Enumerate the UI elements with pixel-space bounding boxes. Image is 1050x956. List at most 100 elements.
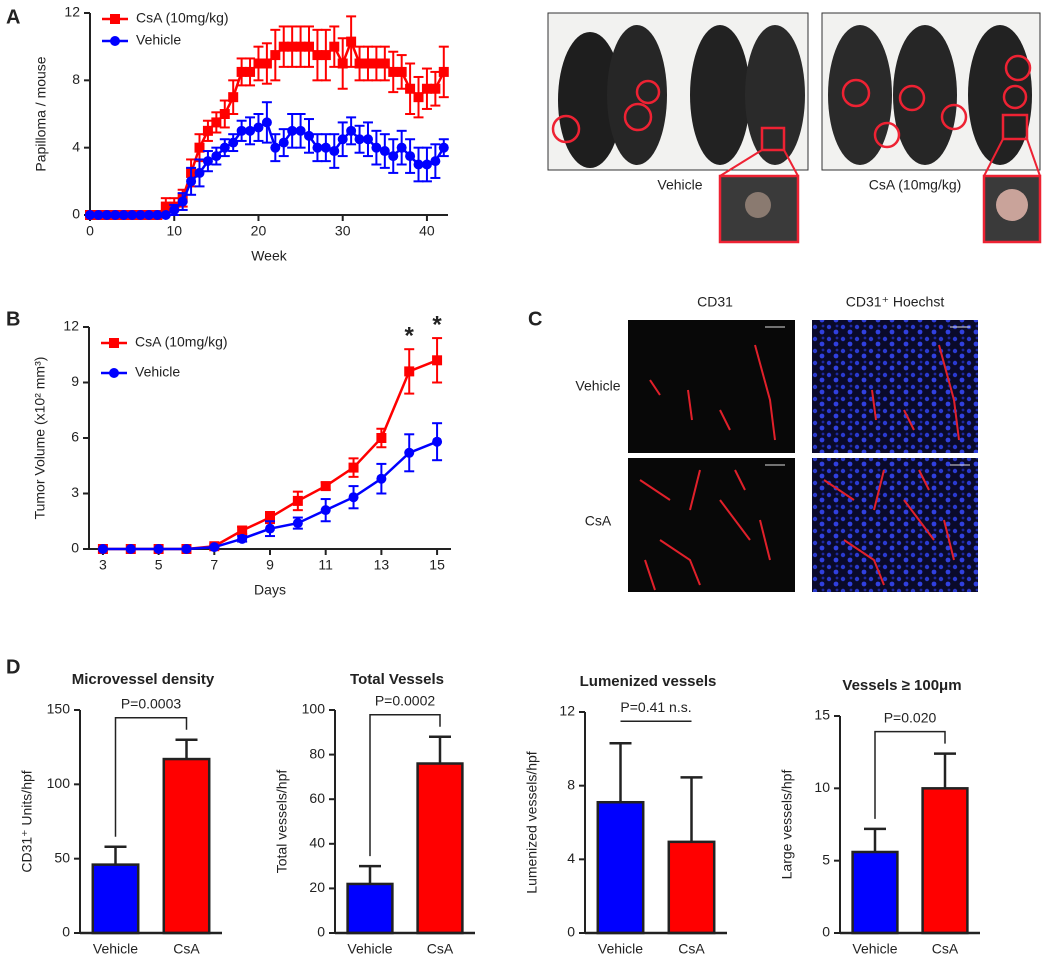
marker [236, 66, 247, 77]
marker [320, 505, 331, 516]
marker [346, 36, 357, 47]
y-tick-label: 0 [71, 540, 79, 556]
x-tick-label: 20 [251, 223, 267, 239]
marker [228, 92, 239, 103]
marker [404, 366, 415, 377]
marker [371, 142, 382, 153]
marker [379, 58, 390, 69]
marker [396, 142, 407, 153]
x-axis-label: Week [251, 248, 288, 264]
chart-title: Vessels ≥ 100μm [842, 677, 961, 694]
x-tick-label: 0 [86, 223, 94, 239]
panel-label: C [528, 308, 542, 330]
marker [413, 159, 424, 170]
legend-marker [109, 338, 119, 348]
marker [354, 134, 365, 145]
p-value: P=0.0003 [121, 695, 182, 711]
marker [430, 83, 441, 94]
significance-bracket [369, 714, 441, 857]
marker [110, 210, 121, 220]
marker [337, 58, 348, 69]
y-tick-label: 100 [47, 775, 71, 791]
photo-vehicle [547, 12, 809, 244]
marker [127, 210, 138, 220]
marker [388, 66, 399, 77]
marker [413, 92, 424, 103]
x-tick-label: CsA [678, 941, 705, 956]
panel-label: D [6, 656, 20, 678]
marker [292, 495, 303, 506]
marker [194, 142, 205, 153]
marker [237, 533, 248, 544]
x-tick-label: CsA [427, 941, 454, 956]
y-tick-label: 40 [309, 835, 325, 851]
panel-label: A [6, 6, 20, 28]
x-tick-label: Vehicle [852, 941, 897, 956]
x-tick-label: Vehicle [93, 941, 138, 956]
marker [376, 433, 387, 443]
y-axis-label: Papilloma / mouse [33, 56, 49, 171]
error-bar [864, 827, 886, 852]
y-tick-label: 3 [71, 484, 79, 500]
y-tick-label: 20 [309, 879, 325, 895]
y-tick-label: 12 [63, 318, 79, 334]
marker [438, 66, 449, 77]
marker [312, 50, 323, 61]
marker [278, 41, 289, 52]
error-bar [934, 752, 956, 789]
x-tick-label: Vehicle [598, 941, 643, 956]
marker [85, 210, 95, 220]
marker [237, 525, 248, 536]
marker [287, 125, 298, 136]
marker [320, 142, 331, 153]
marker [438, 142, 449, 153]
legend-label: CsA (10mg/kg) [135, 334, 228, 350]
y-tick-label: 0 [822, 924, 830, 940]
marker [211, 151, 222, 162]
bar [851, 850, 899, 935]
marker [329, 146, 340, 157]
marker [371, 58, 382, 69]
x-tick-label: 11 [318, 557, 333, 573]
marker [304, 130, 315, 141]
y-tick-label: 12 [559, 703, 575, 719]
bar [91, 863, 140, 935]
y-axis-label: Tumor Volume (x10² mm³) [32, 357, 48, 520]
marker [354, 58, 365, 69]
x-tick-label: 10 [166, 223, 182, 239]
photo-label: Vehicle [657, 177, 702, 193]
annotation: * [432, 311, 442, 338]
y-tick-label: 9 [71, 373, 79, 389]
marker [265, 523, 275, 534]
marker [219, 109, 230, 119]
y-tick-label: 15 [814, 707, 830, 723]
p-value: P=0.020 [884, 709, 937, 725]
marker [379, 146, 390, 157]
marker [209, 542, 220, 553]
marker [135, 210, 146, 220]
marker [211, 117, 222, 128]
error-bar [680, 776, 703, 842]
marker [421, 83, 432, 94]
marker [405, 151, 416, 162]
marker [160, 210, 171, 220]
marker [388, 151, 399, 162]
chart-title: Total Vessels [350, 671, 444, 688]
marker [181, 544, 192, 554]
bar [667, 840, 716, 935]
marker [404, 447, 415, 458]
legend-marker [110, 14, 120, 24]
marker [236, 125, 247, 136]
marker [152, 210, 163, 220]
x-tick-label: 7 [210, 557, 218, 573]
y-axis-label: Large vessels/hpf [779, 770, 795, 880]
error-bar [359, 864, 381, 884]
x-tick-label: 15 [429, 557, 445, 573]
marker [430, 156, 441, 167]
x-tick-label: 3 [99, 557, 107, 573]
marker [320, 50, 331, 61]
marker [295, 125, 306, 136]
marker [376, 473, 387, 484]
marker [405, 83, 416, 94]
marker [270, 142, 281, 153]
